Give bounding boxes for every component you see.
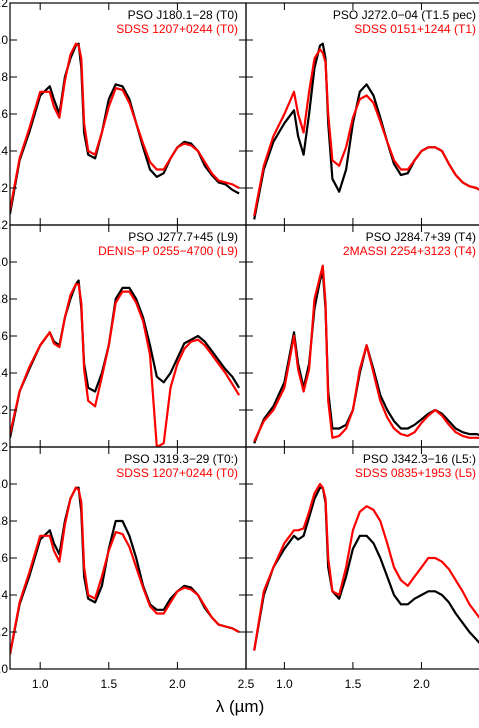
spectrum-line — [10, 283, 241, 447]
x-tick-label: 2.0 — [413, 677, 430, 691]
spectrum-line — [253, 270, 479, 444]
legend-label: PSO J342.3−16 (L5:) — [363, 452, 476, 466]
spectrum-line — [253, 48, 479, 217]
spectrum-line — [253, 264, 479, 442]
x-tick-label: 1.5 — [100, 677, 117, 691]
x-axis-label: λ (µm) — [216, 697, 265, 716]
legend-label: PSO J277.7+45 (L9) — [128, 230, 238, 244]
legend-label: SDSS 1207+0244 (T0) — [116, 22, 238, 36]
y-tick-label: 0.4 — [0, 366, 8, 380]
y-tick-label: 1.2 — [0, 218, 8, 232]
y-tick-label: 0.8 — [0, 514, 8, 528]
x-tick-label: 1.0 — [276, 677, 293, 691]
spectrum-line — [10, 279, 241, 439]
spectrum-line — [10, 42, 240, 215]
spectrum-line — [10, 486, 240, 655]
spectrum-line — [253, 482, 479, 651]
spectrum-line — [253, 42, 479, 220]
panel-frame — [9, 446, 247, 670]
y-tick-label: 0.6 — [0, 329, 8, 343]
panel-frame — [9, 2, 247, 226]
legend-label: SDSS 0835+1953 (L5) — [355, 466, 476, 480]
spectrum-line — [253, 486, 479, 651]
x-tick-label: 2.0 — [169, 677, 186, 691]
y-tick-label: 1.0 — [0, 33, 8, 47]
spectrum-line — [10, 42, 240, 211]
legend-label: 2MASSI 2254+3123 (T4) — [343, 244, 476, 258]
spectrum-line — [10, 486, 240, 655]
y-tick-label: 1.2 — [0, 0, 8, 10]
x-tick-label: 1.0 — [32, 677, 49, 691]
panel-frame — [9, 224, 247, 448]
panel-frame — [245, 224, 479, 448]
panel-frame — [245, 446, 479, 670]
y-tick-label: 0.2 — [0, 181, 8, 195]
y-tick-label: 0.8 — [0, 70, 8, 84]
y-tick-label: 1.2 — [0, 440, 8, 454]
y-tick-label: 0.6 — [0, 551, 8, 565]
legend-label: SDSS 0151+1244 (T1) — [354, 22, 476, 36]
x-tick-label: 1.5 — [345, 677, 362, 691]
y-tick-label: 1.0 — [0, 255, 8, 269]
x-tick-label: 2.5 — [238, 677, 255, 691]
legend-label: PSO J180.1−28 (T0) — [128, 8, 238, 22]
legend-label: PSO J284.7+39 (T4) — [366, 230, 476, 244]
y-tick-label: 0.8 — [0, 292, 8, 306]
y-tick-label: 0.0 — [0, 662, 8, 676]
y-tick-label: 0.2 — [0, 625, 8, 639]
y-tick-label: 0.4 — [0, 144, 8, 158]
y-tick-label: 1.0 — [0, 477, 8, 491]
y-tick-label: 0.2 — [0, 403, 8, 417]
legend-label: DENIS−P 0255−4700 (L9) — [98, 244, 238, 258]
panel-frame — [245, 2, 479, 226]
legend-label: PSO J272.0−04 (T1.5 pec) — [333, 8, 476, 22]
y-tick-label: 0.6 — [0, 107, 8, 121]
y-tick-label: 0.4 — [0, 588, 8, 602]
legend-label: PSO J319.3−29 (T0:) — [124, 452, 238, 466]
legend-label: SDSS 1207+0244 (T0) — [116, 466, 238, 480]
